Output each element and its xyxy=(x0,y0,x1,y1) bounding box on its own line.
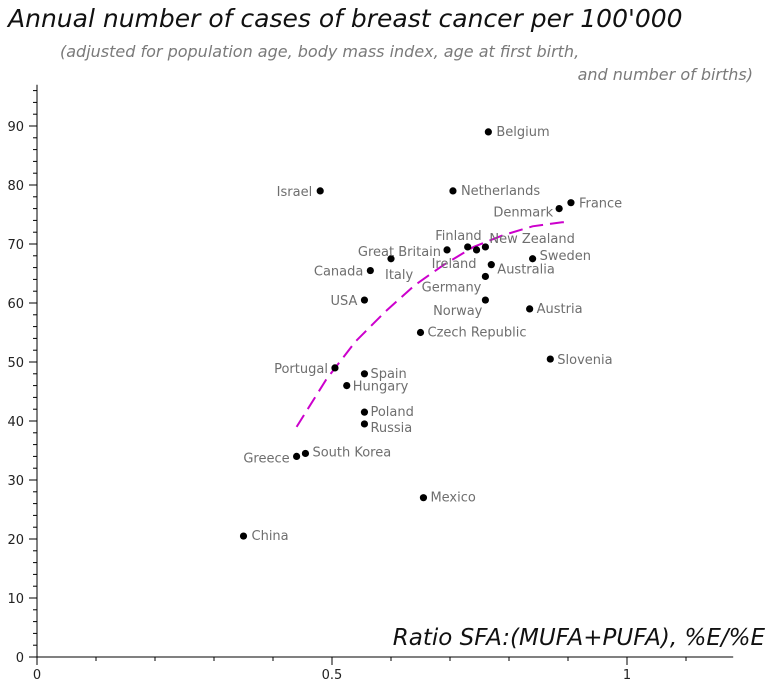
y-tick-label: 0 xyxy=(16,651,24,666)
data-point xyxy=(481,243,489,251)
data-label: Spain xyxy=(370,367,406,382)
data-label: China xyxy=(252,529,289,544)
chart-subtitle-line2: and number of births) xyxy=(577,65,753,84)
data-point xyxy=(293,452,301,460)
data-label: Finland xyxy=(435,229,481,244)
data-point xyxy=(484,128,492,136)
data-labels: Belgium Israel Netherlands France Denmark Fin… xyxy=(243,125,622,544)
data-label: Austria xyxy=(537,302,583,317)
data-label: Norway xyxy=(433,304,483,319)
data-point xyxy=(449,187,457,195)
x-axis-title: Ratio SFA:(MUFA+PUFA), %E/%E xyxy=(393,625,766,651)
data-point xyxy=(526,305,534,313)
data-point xyxy=(481,272,489,281)
data-label: Netherlands xyxy=(461,184,540,199)
y-tick-label: 70 xyxy=(7,238,24,253)
data-point xyxy=(481,296,489,304)
data-label: Mexico xyxy=(430,491,475,506)
data-label: Poland xyxy=(370,405,413,420)
y-tick-label: 20 xyxy=(7,533,24,548)
data-point xyxy=(472,246,481,254)
y-tick-label: 40 xyxy=(7,415,24,430)
x-tick-label: 1 xyxy=(623,668,631,683)
data-label: New Zealand xyxy=(489,232,574,247)
data-label: Denmark xyxy=(493,206,553,221)
data-label: Australia xyxy=(497,263,555,278)
data-point xyxy=(567,199,575,207)
data-point xyxy=(416,328,425,337)
x-tick-label: 0 xyxy=(33,668,41,683)
data-point xyxy=(360,408,369,416)
data-point xyxy=(419,494,428,502)
data-point xyxy=(331,364,339,372)
trend-line xyxy=(295,221,568,428)
y-tick-label: 30 xyxy=(7,474,24,489)
axes: 0 0.5 1 10 20 30 40 50 60 70 80 90 0 xyxy=(7,84,734,683)
data-label: France xyxy=(579,197,622,212)
data-label: Italy xyxy=(385,268,414,283)
data-label: Germany xyxy=(422,280,482,295)
data-point xyxy=(366,266,374,275)
data-label: Czech Republic xyxy=(428,326,527,341)
data-label: Sweden xyxy=(540,249,591,264)
data-label: Israel xyxy=(277,185,313,200)
data-point xyxy=(239,532,248,540)
data-point xyxy=(464,243,472,251)
data-point xyxy=(487,261,495,269)
data-point xyxy=(387,255,395,263)
data-label: South Korea xyxy=(312,445,391,460)
y-tick-label: 90 xyxy=(7,120,24,135)
y-tick-label: 50 xyxy=(7,356,24,371)
x-tick-label: 0.5 xyxy=(322,668,343,683)
chart-subtitle-line1: (adjusted for population age, body mass … xyxy=(60,42,580,61)
data-points xyxy=(239,128,575,540)
data-label: Belgium xyxy=(496,125,549,140)
data-point xyxy=(301,449,310,458)
data-label: Ireland xyxy=(432,257,477,272)
trend-line-group xyxy=(295,221,568,428)
data-point xyxy=(555,205,563,213)
data-point xyxy=(316,187,324,195)
data-label: Hungary xyxy=(353,380,409,395)
data-label: Great Britain xyxy=(358,245,441,260)
data-point xyxy=(343,382,351,390)
y-tick-label: 10 xyxy=(7,592,24,607)
data-point xyxy=(529,255,537,263)
data-point xyxy=(546,355,554,363)
data-point xyxy=(360,296,369,304)
data-point xyxy=(360,420,369,428)
data-label: Portugal xyxy=(274,362,328,377)
data-label: USA xyxy=(331,294,358,309)
data-point xyxy=(443,246,451,254)
data-label: Russia xyxy=(370,421,412,436)
data-label: Canada xyxy=(314,265,363,280)
data-point xyxy=(360,370,369,378)
chart-title: Annual number of cases of breast cancer … xyxy=(8,4,683,33)
data-label: Slovenia xyxy=(557,353,612,368)
y-tick-label: 80 xyxy=(7,179,24,194)
y-tick-label: 60 xyxy=(7,297,24,312)
data-label: Greece xyxy=(243,451,289,466)
